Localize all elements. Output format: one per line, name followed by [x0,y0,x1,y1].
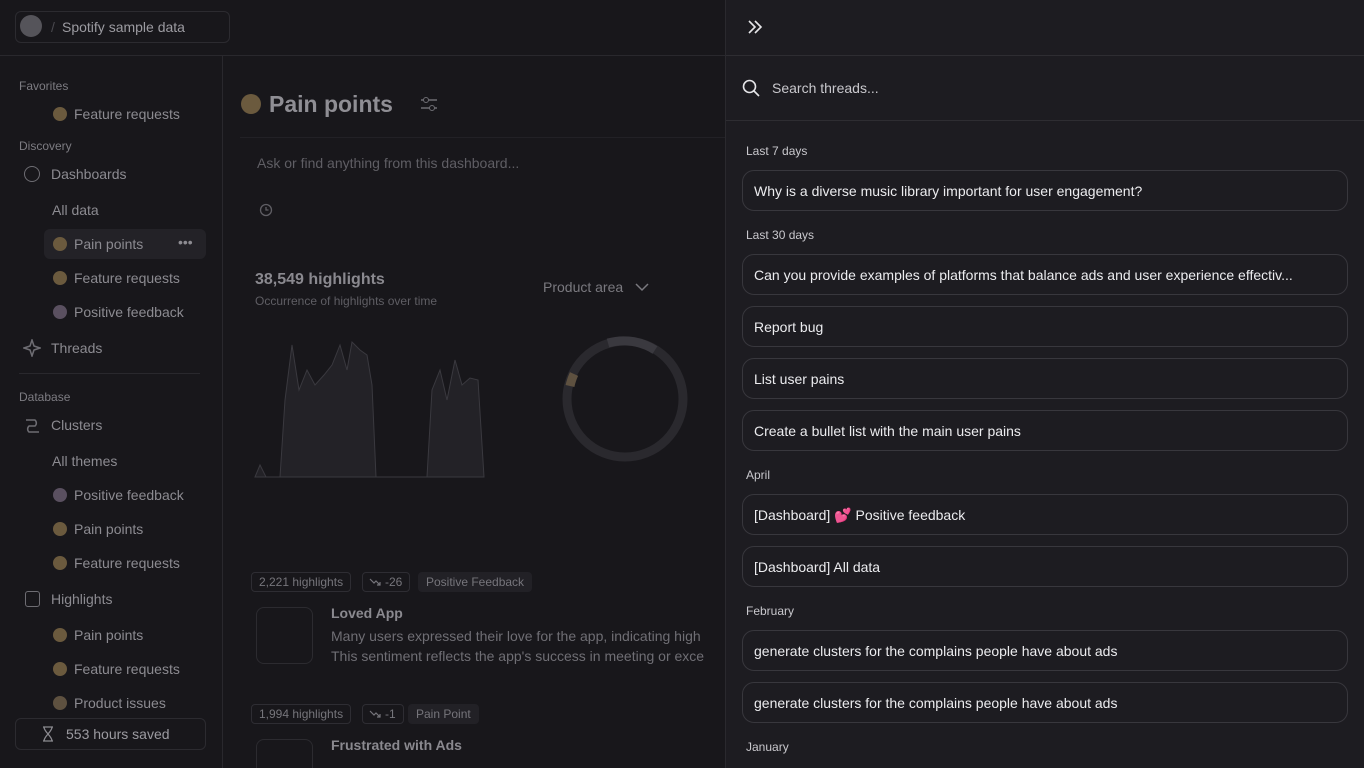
threads-panel: Search threads... Last 7 days Why is a di… [725,0,1364,768]
card-text: This sentiment reflects the app's succes… [331,648,705,664]
emoji-icon [53,628,67,642]
thread-item[interactable]: [Dashboard] 💕 Positive feedback [742,494,1348,535]
nav-item[interactable]: Pain points [74,236,144,252]
thread-item[interactable]: Create a bullet list with the main user … [742,410,1348,451]
emoji-icon [53,107,67,121]
card-text: Many users expressed their love for the … [331,628,701,644]
history-icon[interactable] [259,203,273,217]
nav-item[interactable]: Positive feedback [74,304,184,320]
nav-group[interactable]: Highlights [51,591,113,607]
emoji-icon [241,94,261,114]
highlights-icon [25,591,40,607]
trend-arrow [369,710,381,718]
section-title: Discovery [19,139,72,153]
trend-arrow [369,578,381,586]
nav-item[interactable]: Product issues [74,695,166,711]
nav-item[interactable]: Feature requests [74,106,180,122]
more-icon[interactable]: ••• [178,234,193,250]
emoji-icon [53,662,67,676]
emoji-icon [53,271,67,285]
spotify-logo [20,15,42,37]
nav-group[interactable]: Threads [51,340,103,356]
threads-icon [23,339,41,357]
thread-item[interactable]: Report bug [742,306,1348,347]
divider [726,120,1364,121]
tag-chip: Positive Feedback [418,572,533,592]
thread-item[interactable]: generate clusters for the complains peop… [742,682,1348,723]
divider [19,373,200,374]
thread-item[interactable]: Why is a diverse music library important… [742,170,1348,211]
nav-item[interactable]: Pain points [74,521,144,537]
nav-item[interactable]: Feature requests [74,661,180,677]
separator: / [51,19,55,35]
nav-item[interactable]: Feature requests [74,270,180,286]
active-item-bg [44,229,206,259]
workspace-name: Spotify sample data [62,19,185,35]
thread-item[interactable]: Can you provide examples of platforms th… [742,254,1348,295]
divider [726,55,1364,56]
emoji-icon [53,305,67,319]
trend-chip: -26 [362,572,411,592]
filter-dropdown[interactable]: Product area [543,279,624,295]
search-input[interactable]: Search threads... [772,80,879,96]
group-title: February [746,604,795,618]
dashboard-title: Pain points [269,91,393,117]
nav-group[interactable]: Clusters [51,417,103,433]
hours-saved-text: 553 hours saved [66,726,170,742]
settings-icon[interactable] [420,96,438,112]
emoji-icon [53,237,67,251]
emoji-icon [53,488,67,502]
count-chip: 2,221 highlights [251,572,352,592]
tag-chip: Pain Point [408,704,479,724]
nav-item[interactable]: Pain points [74,627,144,643]
card-icon [256,607,313,664]
group-title: Last 30 days [746,228,815,242]
search-icon [742,79,760,97]
emoji-icon [53,522,67,536]
group-title: April [746,468,771,482]
group-title: January [746,740,789,754]
stat: 38,549 highlights [255,271,385,288]
collapse-icon[interactable] [746,19,764,35]
chevron-down [635,283,649,292]
nav-item[interactable]: All data [52,202,99,218]
thread-item[interactable]: generate clusters for the complains peop… [742,630,1348,671]
workspace-selector[interactable] [15,11,230,43]
clusters-icon [26,419,39,433]
nav-item[interactable]: Feature requests [74,555,180,571]
card-title: Loved App [331,605,403,621]
thread-item[interactable]: List user pains [742,358,1348,399]
sidebar-border [222,56,223,768]
thread-item[interactable]: [Dashboard] All data [742,546,1348,587]
count-chip: 1,994 highlights [251,704,352,724]
dashboards-icon [24,166,40,182]
stat-caption: Occurrence of highlights over time [255,294,438,308]
nav-group[interactable]: Dashboards [51,166,127,182]
section-title: Database [19,390,71,404]
area-chart-decoration [254,340,485,478]
section-title: Favorites [19,79,69,93]
nav-item[interactable]: Positive feedback [74,487,184,503]
ask-input[interactable]: Ask or find anything from this dashboard… [257,155,520,171]
nav-item[interactable]: All themes [52,453,118,469]
emoji-icon [53,696,67,710]
donut-decoration [562,336,688,462]
card-icon [256,739,313,768]
trend-chip: -1 [362,704,404,724]
group-title: Last 7 days [746,144,808,158]
hours-saved [15,718,206,750]
card-title: Frustrated with Ads [331,737,462,753]
divider [0,55,725,56]
emoji-icon [53,556,67,570]
divider [240,137,725,138]
hourglass-icon [43,726,53,742]
